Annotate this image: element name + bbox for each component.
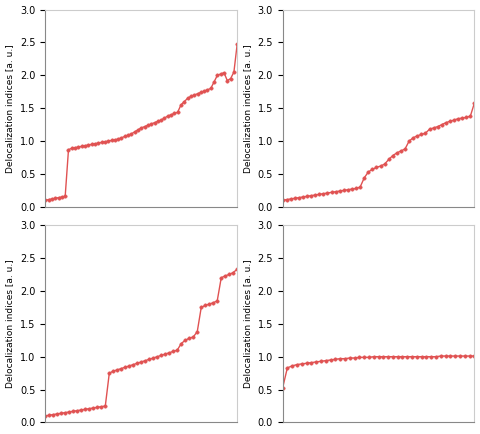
Y-axis label: Delocalization indices [a. u.]: Delocalization indices [a. u.]: [6, 260, 14, 388]
Y-axis label: Delocalization indices [a. u.]: Delocalization indices [a. u.]: [243, 260, 252, 388]
Y-axis label: Delocalization indices [a. u.]: Delocalization indices [a. u.]: [243, 44, 252, 173]
Y-axis label: Delocalization indices [a. u.]: Delocalization indices [a. u.]: [6, 44, 14, 173]
